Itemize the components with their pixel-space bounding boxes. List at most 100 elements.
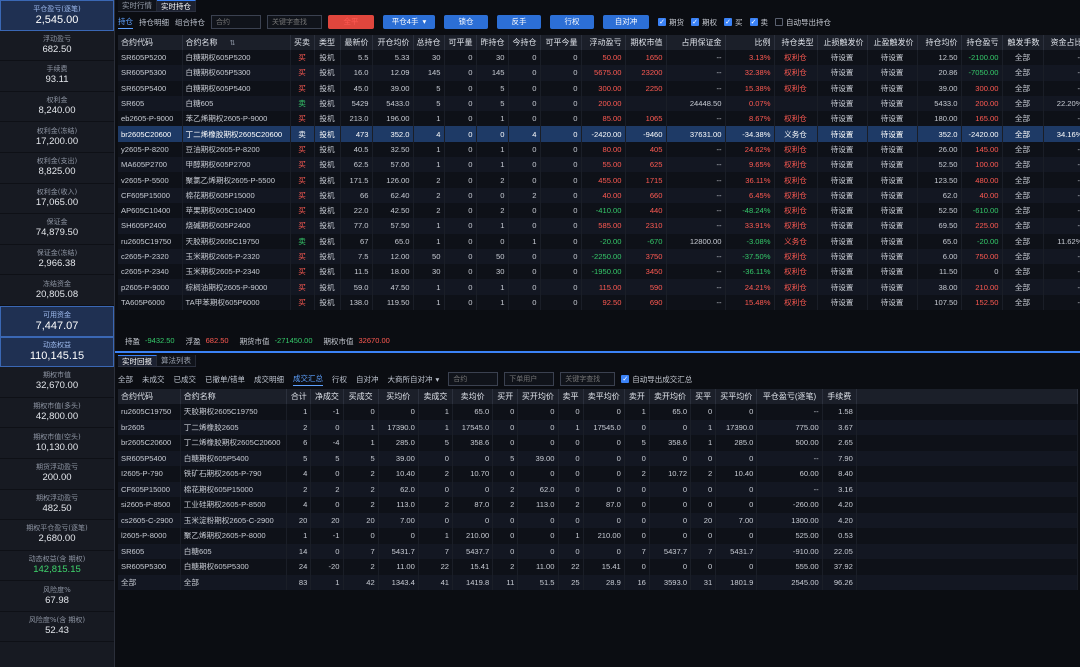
column-header[interactable]: 合约名称 ⇅ — [182, 35, 291, 50]
exercise-button[interactable]: 行权 — [550, 15, 594, 29]
column-header[interactable]: 净成交 — [310, 389, 344, 404]
column-header[interactable]: 买均价 — [378, 389, 419, 404]
column-header[interactable]: 占用保证金 — [666, 35, 726, 50]
panel-splitter[interactable] — [115, 351, 1080, 353]
trade-row[interactable]: 全部 全部 83 1 42 1343.4 41 1419.8 11 51.5 25 28.9 16 359… — [118, 574, 1079, 590]
trade-filter-tab[interactable]: 行权 — [332, 374, 348, 384]
trade-filter-tab[interactable]: 成交明细 — [254, 374, 285, 384]
filter-checkbox[interactable]: ✓ 期权 — [691, 17, 717, 28]
trade-filter-tab[interactable]: 未成交 — [142, 374, 165, 384]
position-row[interactable]: CF605P15000 棉花期权605P15000 买投机 66 62.40 2 0 0 2 0 4… — [118, 187, 1080, 203]
position-row[interactable]: MA605P2700 甲醇期权605P2700 买投机 62.5 57.00 1 0 1 0 0 5… — [118, 157, 1080, 173]
contract-input[interactable] — [448, 372, 499, 386]
trade-row[interactable]: SR605P5400 白糖期权605P5400 5 5 5 39.00 0 0 5 39.00 0 0… — [118, 450, 1079, 466]
position-row[interactable]: SH605P2400 烧碱期权605P2400 买投机 77.0 57.50 1 0 1 0 0 5… — [118, 218, 1080, 234]
column-header[interactable]: 手续费 — [822, 389, 857, 404]
top-tab-1[interactable]: 实时持仓 — [157, 0, 196, 11]
top-tab-0[interactable]: 实时行情 — [118, 0, 157, 11]
column-header[interactable]: 买平均价 — [715, 389, 758, 404]
position-row[interactable]: br2605C20600 丁二烯橡胶期权2605C20600 卖投机 473 352.0… — [118, 126, 1080, 142]
column-header[interactable]: 卖平均价 — [583, 389, 625, 404]
position-row[interactable]: v2605-P-5500 聚氯乙烯期权2605-P-5500 买投机 171.5 126… — [118, 172, 1080, 188]
trade-row[interactable]: si2605-P-8500 工业硅期权2605-P-8500 4 0 2 113.0 2 87… — [118, 497, 1079, 513]
column-header[interactable]: 买平 — [690, 389, 717, 404]
trade-row[interactable]: cs2605-C-2900 玉米淀粉期权2605-C-2900 20 20 20 7.00… — [118, 512, 1079, 528]
position-row[interactable]: y2605-P-8200 豆油期权2605-P-8200 买投机 40.5 32.50 1… — [118, 141, 1080, 158]
position-row[interactable]: SR605P5300 白糖期权605P5300 买投机 16.0 12.09 145 0 14… — [118, 65, 1080, 81]
column-header[interactable]: 买成交 — [343, 389, 379, 404]
self-hedge-button[interactable]: 自对冲 — [603, 15, 649, 29]
auto-export-checkbox[interactable]: ✓ 自动导出成交汇总 — [621, 374, 692, 385]
trade-row[interactable]: I2605-P-790 铁矿石期权2605-P-790 4 0 2 10.40 2 10.70… — [118, 466, 1079, 482]
column-header[interactable]: 卖成交 — [418, 389, 454, 404]
lock-position-button[interactable]: 锁仓 — [444, 15, 488, 29]
position-view-tab[interactable]: 持仓明细 — [139, 17, 169, 27]
column-header[interactable]: 类型 — [314, 35, 341, 50]
column-header[interactable]: 卖开均价 — [649, 389, 692, 404]
column-header[interactable]: 可平今量 — [540, 35, 582, 50]
position-row[interactable]: TA605P6000 TA甲苯期权605P6000 买投机 138.0 119.50 1 0… — [118, 294, 1080, 311]
trade-row[interactable]: CF605P15000 棉花期权605P15000 2 2 2 62.0 0 0 2 62.0 0 0… — [118, 481, 1079, 497]
position-row[interactable]: eb2605-P-9000 苯乙烯期权2605-P-9000 买投机 213.0 196… — [118, 111, 1080, 127]
column-header[interactable]: 昨持仓 — [476, 35, 509, 50]
column-header[interactable]: 今持仓 — [508, 35, 541, 50]
column-header[interactable]: 卖平 — [558, 389, 584, 404]
trade-filter-tab[interactable]: 自对冲 — [356, 374, 379, 384]
column-header[interactable]: 止损触发价 — [817, 35, 868, 50]
column-header[interactable]: 合计 — [286, 389, 312, 404]
column-header[interactable]: 止盈触发价 — [867, 35, 918, 50]
column-header[interactable]: 卖均价 — [452, 389, 494, 404]
column-header[interactable]: 平仓盈亏(逐笔) — [756, 389, 823, 404]
position-row[interactable]: ru2605C19750 天胶期权2605C19750 卖投机 67 65.0 1 0 0 1 0… — [118, 233, 1080, 249]
position-row[interactable]: SR605P5400 白糖期权605P5400 买投机 45.0 39.00 5 0 5 0 0 3… — [118, 80, 1080, 96]
trade-filter-tab[interactable]: 已撤单/错单 — [205, 374, 246, 384]
position-row[interactable]: c2605-P-2320 玉米期权2605-P-2320 买投机 7.5 12.00 50… — [118, 248, 1080, 265]
trade-filter-tab[interactable]: 全部 — [118, 374, 133, 384]
keyword-search-input[interactable] — [560, 372, 616, 386]
exchange-dropdown[interactable]: 大商所自对冲 ▾ — [388, 373, 440, 386]
trade-row[interactable]: SR605P5300 白糖期权605P5300 24 -20 2 11.00 22 15.41… — [118, 559, 1079, 575]
column-header[interactable]: 合约名称 — [180, 389, 288, 404]
column-header[interactable]: 可平量 — [444, 35, 477, 50]
column-header[interactable]: 合约代码 — [118, 35, 183, 50]
column-header[interactable]: 最新价 — [340, 35, 373, 50]
filter-checkbox[interactable]: ✓自动导出持仓 — [775, 17, 831, 28]
close-all-button[interactable]: 全平 — [328, 15, 374, 29]
column-header[interactable]: 买卖 — [290, 35, 315, 50]
trade-row[interactable]: br2605 丁二烯橡胶2605 2 0 1 17390.0 1 17545.0 0 0 1 1754… — [118, 419, 1079, 435]
position-view-tab[interactable]: 持仓 — [118, 15, 133, 29]
filter-checkbox[interactable]: ✓ 买 — [724, 17, 743, 28]
position-row[interactable]: AP605C10400 苹果期权605C10400 买投机 22.0 42.50 2 0 2 0… — [118, 202, 1080, 219]
column-header[interactable]: 浮动盈亏 — [581, 35, 626, 50]
reverse-button[interactable]: 反手 — [497, 15, 541, 29]
column-header[interactable]: 买开均价 — [517, 389, 559, 404]
column-header[interactable]: 卖开 — [624, 389, 650, 404]
keyword-search-input[interactable] — [267, 15, 322, 29]
column-header[interactable]: 持仓均价 — [917, 35, 962, 50]
trade-row[interactable]: br2605C20600 丁二烯橡胶期权2605C20600 6 -4 1 285.0 5 3… — [118, 435, 1079, 451]
position-row[interactable]: SR605 白糖605 卖投机 5429 5433.0 5 0 5 0 0 200.00 24448.… — [118, 95, 1080, 112]
close-lots-dropdown[interactable]: 平仓4手 ▾ — [383, 15, 435, 29]
position-row[interactable]: SR605P5200 白糖期权605P5200 买投机 5.5 5.33 30 0 30 0 0 5… — [118, 50, 1080, 66]
column-header[interactable]: 总持仓 — [413, 35, 445, 50]
position-view-tab[interactable]: 组合持仓 — [175, 17, 205, 27]
column-header[interactable]: 开仓均价 — [372, 35, 414, 50]
position-row[interactable]: c2605-P-2340 玉米期权2605-P-2340 买投机 11.5 18.00 3… — [118, 264, 1080, 280]
contract-input[interactable] — [211, 15, 261, 29]
trade-row[interactable]: SR605 白糖605 14 0 7 5431.7 7 5437.7 0 0 0 0 7 5437.7 7 5… — [118, 543, 1079, 559]
column-header[interactable]: 持仓类型 — [774, 35, 818, 50]
filter-checkbox[interactable]: ✓ 期货 — [658, 17, 684, 28]
filter-checkbox[interactable]: ✓ 卖 — [749, 17, 768, 28]
column-header[interactable]: 合约代码 — [118, 389, 181, 404]
column-header[interactable]: 期权市值 — [625, 35, 667, 50]
trade-filter-tab[interactable]: 成交汇总 — [293, 372, 324, 386]
column-header[interactable]: 触发手数 — [1002, 35, 1044, 50]
position-row[interactable]: p2605-P-9000 棕榈油期权2605-P-9000 买投机 59.0 47.50… — [118, 279, 1080, 295]
trade-filter-tab[interactable]: 已成交 — [173, 374, 197, 384]
column-header[interactable]: 比例 — [725, 35, 775, 50]
column-header[interactable]: 资金占比 — [1043, 35, 1080, 50]
order-user-input[interactable] — [504, 372, 555, 386]
bottom-tab-1[interactable]: 算法列表 — [157, 355, 196, 366]
column-header[interactable]: 持仓盈亏 — [961, 35, 1003, 50]
trade-row[interactable]: l2605-P-8000 聚乙烯期权2605-P-8000 1 -1 0 0 1 210.00… — [118, 528, 1079, 544]
